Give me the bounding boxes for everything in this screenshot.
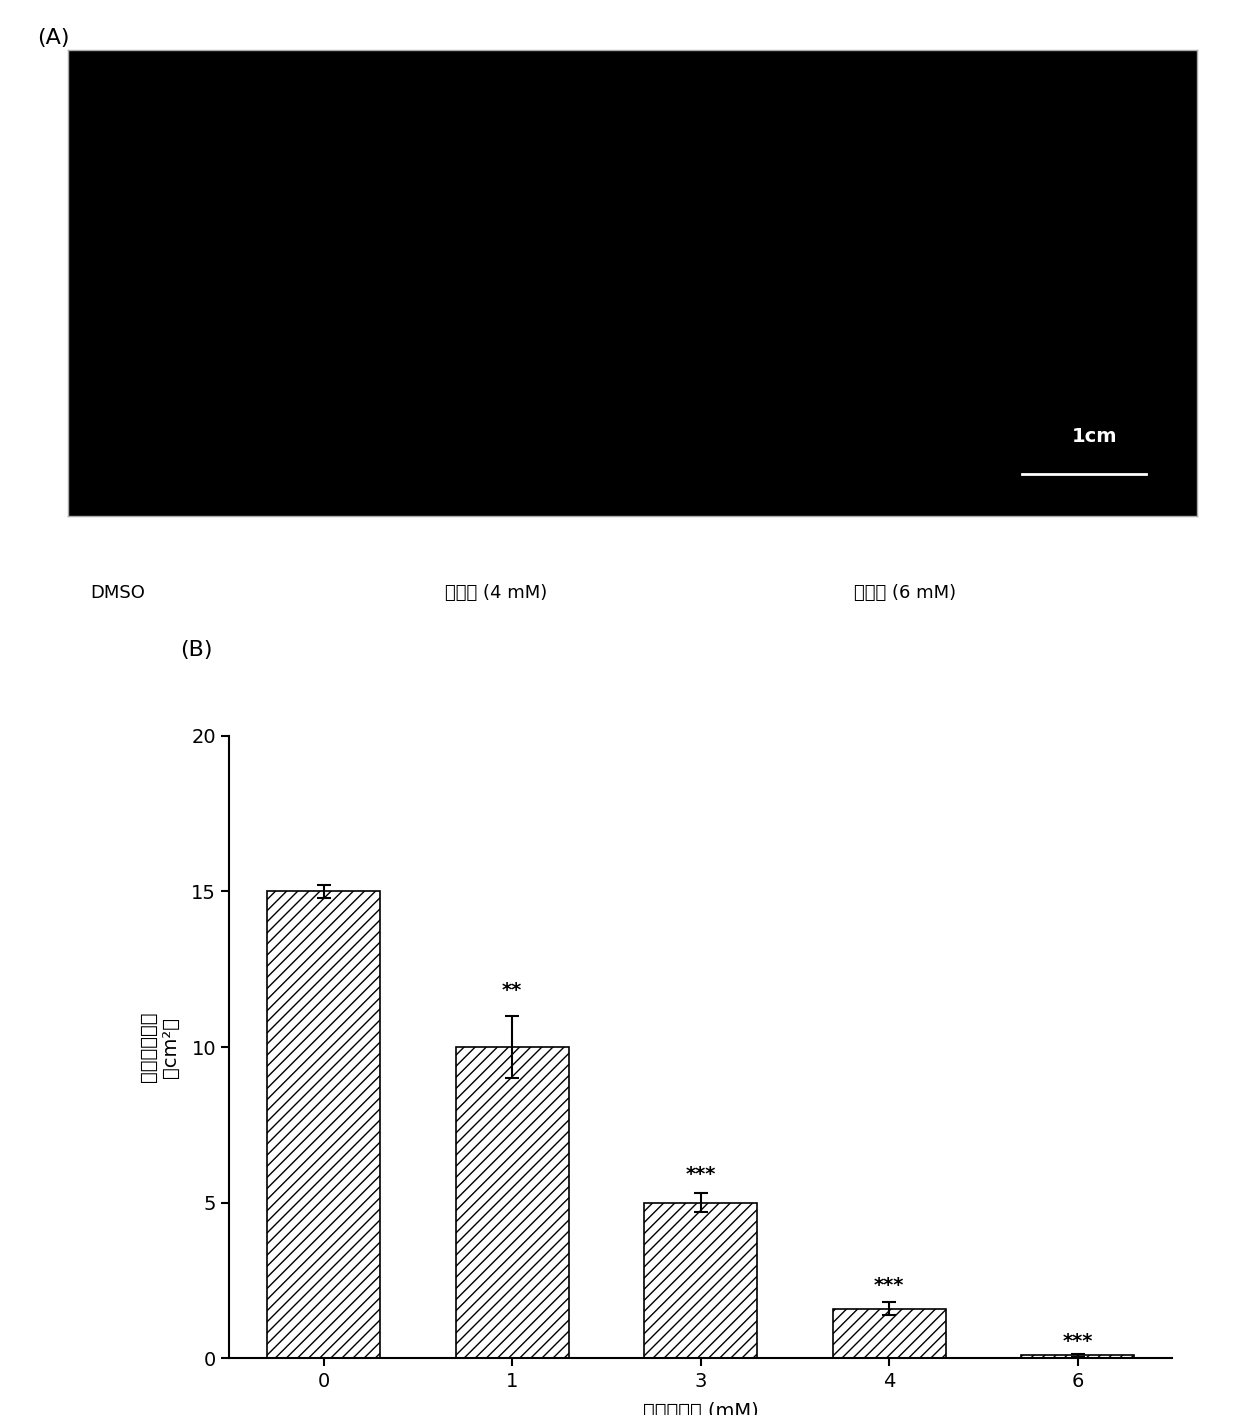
- Bar: [832, 1309, 946, 1358]
- X-axis label: 褮黑素浓度 (mM): 褮黑素浓度 (mM): [642, 1402, 759, 1415]
- Text: ***: ***: [1063, 1333, 1092, 1351]
- Bar: [455, 1047, 569, 1358]
- Y-axis label: 叶片染病面积
（cm²）: 叶片染病面积 （cm²）: [139, 1012, 180, 1082]
- Text: ***: ***: [874, 1275, 904, 1295]
- Text: **: **: [502, 982, 522, 1000]
- Bar: [644, 1203, 758, 1358]
- Text: (B): (B): [180, 640, 212, 659]
- Bar: [1021, 1356, 1135, 1358]
- Text: 褮黑素 (4 mM): 褮黑素 (4 mM): [445, 584, 547, 603]
- Text: 褮黑素 (6 mM): 褮黑素 (6 mM): [854, 584, 956, 603]
- Text: (A): (A): [37, 28, 69, 48]
- Text: DMSO: DMSO: [91, 584, 145, 603]
- Bar: [267, 891, 381, 1358]
- Text: 1cm: 1cm: [1073, 427, 1117, 447]
- Text: ***: ***: [686, 1165, 715, 1184]
